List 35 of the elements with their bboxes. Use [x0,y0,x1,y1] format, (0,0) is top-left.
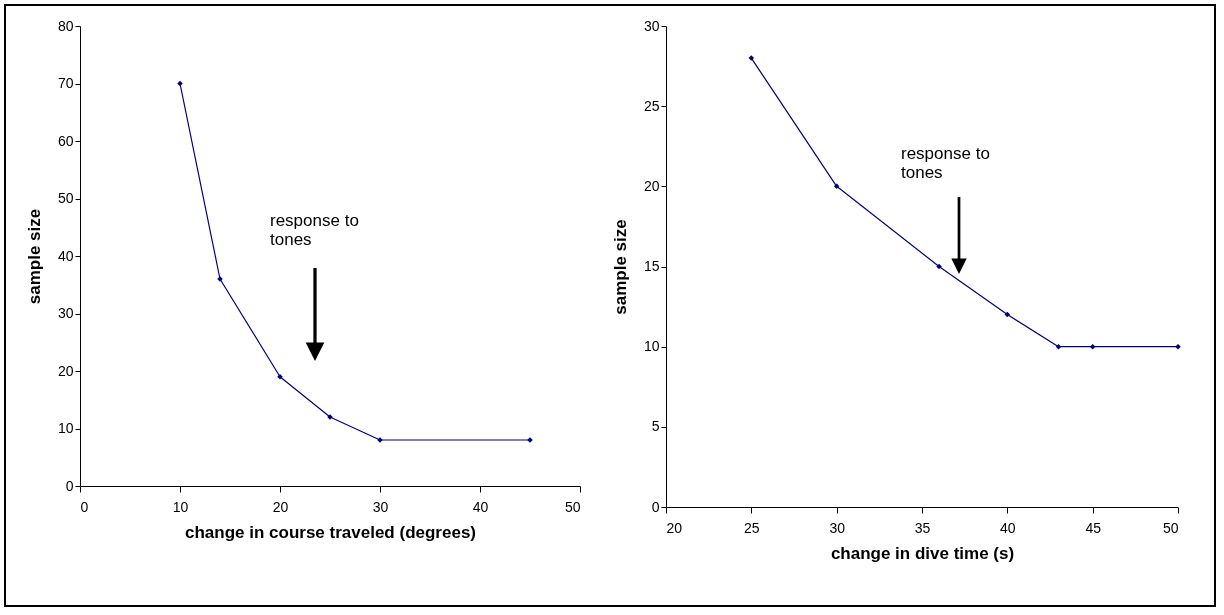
x-tick-label: 25 [744,519,760,536]
x-axis-title: change in course traveled (degrees) [185,522,476,542]
x-tick-label: 10 [172,498,189,515]
x-tick-label: 30 [829,519,846,536]
y-tick-label: 0 [65,477,74,494]
y-tick-label: 10 [643,338,660,355]
x-tick-label: 0 [80,498,89,515]
x-tick-label: 45 [1085,519,1102,536]
x-tick-label: 40 [472,498,489,515]
y-axis-title: sample size [610,219,630,315]
y-axis-title: sample size [24,208,44,305]
y-tick-label: 15 [643,258,660,274]
x-tick-label: 50 [564,498,581,515]
y-tick-label: 20 [643,177,660,194]
y-tick-label: 40 [57,247,74,264]
y-tick-label: 25 [643,97,660,114]
point [177,80,183,87]
y-tick-label: 80 [57,17,74,34]
x-axis-title: change in dive time (s) [830,543,1015,563]
y-tick-label: 30 [643,17,660,34]
annotation: response to tones [270,211,359,249]
y-tick-label: 50 [57,190,74,206]
y-tick-label: 20 [57,362,74,379]
annotation: response to tones [901,144,990,182]
x-tick-label: 35 [914,519,931,536]
y-tick-label: 30 [57,305,74,321]
y-tick-label: 70 [57,75,74,91]
y-tick-label: 5 [651,418,660,435]
y-tick-label: 60 [57,132,74,149]
y-tick-label: 10 [57,420,74,436]
x-tick-label: 50 [1162,519,1179,536]
x-tick-label: 20 [272,498,289,515]
x-tick-label: 40 [1000,519,1016,536]
x-tick-label: 20 [666,519,683,536]
x-tick-label: 30 [372,498,389,515]
